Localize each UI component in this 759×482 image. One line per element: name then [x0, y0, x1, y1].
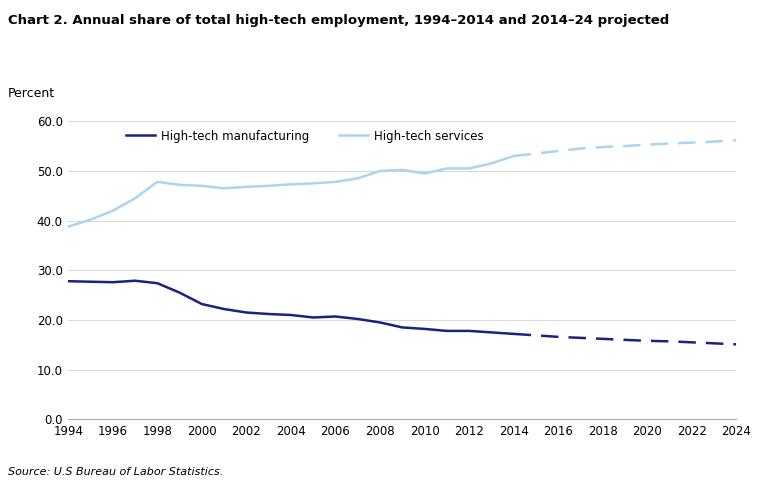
Text: Source: U.S Bureau of Labor Statistics.: Source: U.S Bureau of Labor Statistics.	[8, 467, 223, 477]
Text: Chart 2. Annual share of total high-tech employment, 1994–2014 and 2014–24 proje: Chart 2. Annual share of total high-tech…	[8, 14, 669, 27]
Text: Percent: Percent	[8, 87, 55, 100]
Legend: High-tech manufacturing, High-tech services: High-tech manufacturing, High-tech servi…	[121, 125, 489, 147]
